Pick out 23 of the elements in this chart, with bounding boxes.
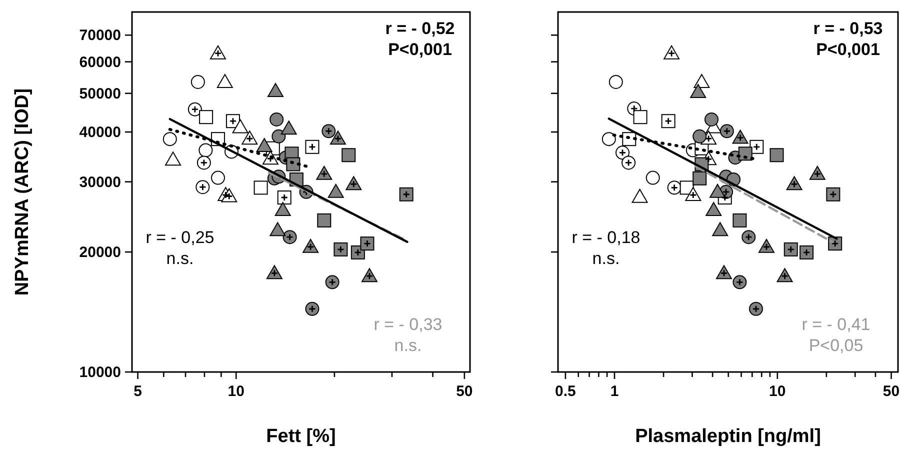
y-tick-label: 60000 <box>79 54 121 71</box>
annotation: r = - 0,25 n.s. <box>146 228 214 268</box>
x-axis-title: Fett [%] <box>266 426 336 447</box>
y-tick-label: 40000 <box>79 124 121 141</box>
annotation: r = - 0,53 P<0,001 <box>813 19 883 59</box>
y-axis-title: NPYmRNA (ARC) [IOD] <box>12 88 33 296</box>
x-tick-label: 50 <box>882 383 900 400</box>
y-tick-label: 30000 <box>79 174 121 191</box>
y-tick-label: 20000 <box>79 244 121 261</box>
y-tick-label: 50000 <box>79 85 121 102</box>
x-axis-title: Plasmaleptin [ng/ml] <box>635 426 821 447</box>
y-tick-label: 70000 <box>79 27 121 44</box>
x-tick-label: 50 <box>456 383 473 400</box>
x-tick-label: 10 <box>769 383 786 400</box>
x-tick-label: 1 <box>610 383 619 400</box>
annotation: r = - 0,33 n.s. <box>374 315 442 355</box>
y-tick-label: 10000 <box>79 364 121 381</box>
annotation: r = - 0,52 P<0,001 <box>385 19 455 59</box>
x-tick-label: 5 <box>134 383 142 400</box>
annotation: r = - 0,41 P<0,05 <box>802 315 870 355</box>
annotation: r = - 0,18 n.s. <box>572 228 640 268</box>
x-tick-label: 0.5 <box>555 383 576 400</box>
x-tick-label: 10 <box>228 383 244 400</box>
